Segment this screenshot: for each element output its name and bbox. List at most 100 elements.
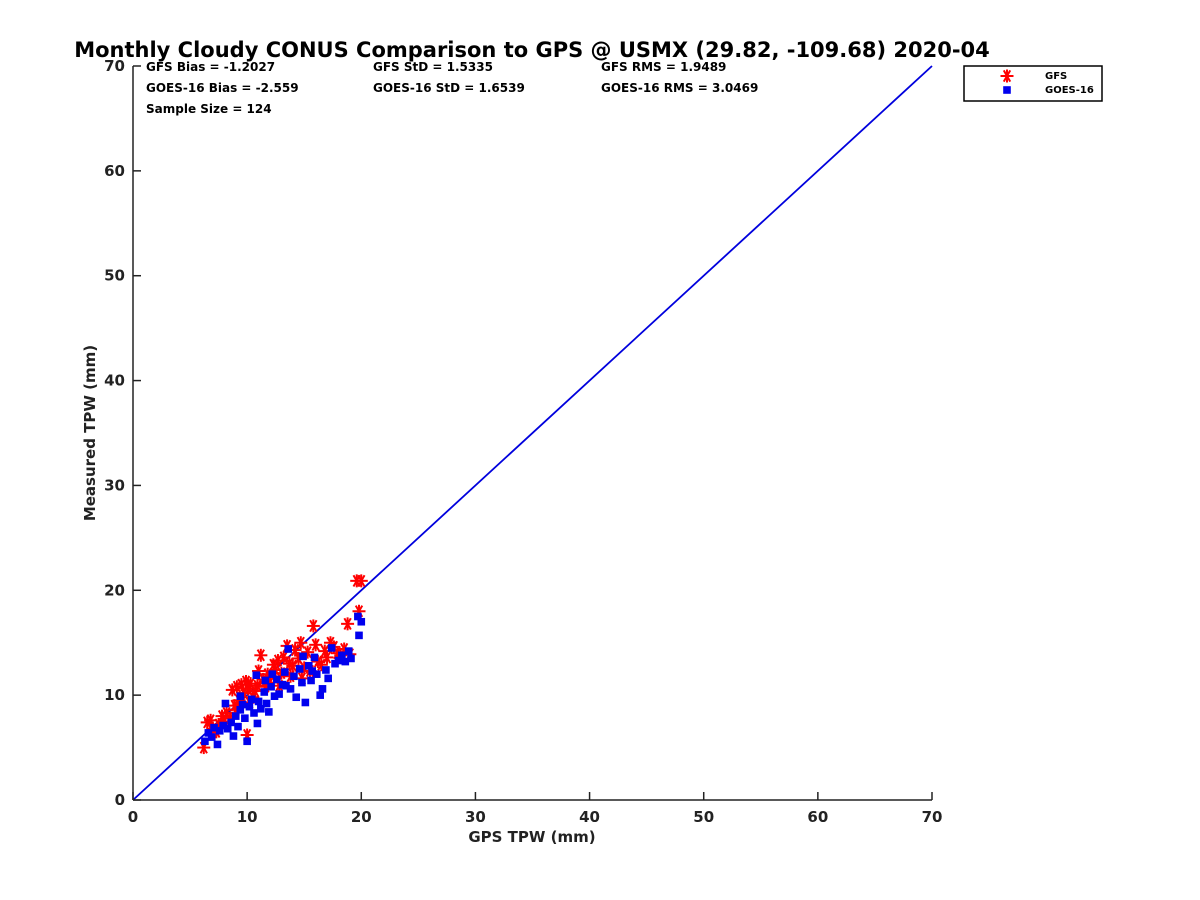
goes-16-point (267, 682, 275, 691)
goes-16-point (231, 712, 240, 720)
one-to-one-line (132, 65, 933, 801)
goes-16-point (201, 737, 209, 746)
goes-16-point (290, 672, 298, 681)
goes-16-point (286, 685, 295, 693)
goes-16-point (213, 740, 222, 749)
goes-16-point (299, 652, 307, 661)
goes-16-point (236, 692, 245, 700)
gfs-point (271, 654, 285, 668)
goes-16-point (254, 697, 263, 706)
y-tick-label: 10 (104, 686, 125, 704)
legend-goes-marker (1003, 86, 1011, 94)
goes-16-point (253, 719, 262, 728)
gfs-point (277, 650, 291, 664)
gfs-point (250, 679, 264, 693)
goes-16-point (221, 699, 230, 708)
gfs-point (254, 648, 268, 662)
goes-16-point (207, 733, 216, 741)
goes-16-point (265, 708, 273, 716)
goes-16-point (282, 681, 290, 690)
goes-16-point (250, 709, 258, 717)
gfs-point (294, 636, 308, 650)
goes-std-stat: GOES-16 StD = 1.6539 (373, 81, 525, 95)
axes: 0 10 20 30 40 50 60 70 0 10 20 30 40 50 60 70 (104, 57, 942, 826)
goes-16-point (318, 685, 327, 693)
goes-16-point (292, 693, 301, 702)
legend-goes-square (1003, 86, 1011, 94)
goes-16-point (357, 617, 366, 626)
goes-16-point (310, 653, 319, 662)
y-tick-label: 0 (115, 791, 125, 809)
plot-area (132, 65, 933, 801)
gfs-point (306, 619, 320, 633)
goes-16-point (257, 704, 265, 713)
goes-16-point (215, 726, 224, 735)
series-goes-16 (201, 612, 366, 749)
x-tick-label: 20 (351, 808, 372, 826)
goes-16-point (354, 612, 362, 621)
x-tick-label: 10 (237, 808, 258, 826)
goes-16-point (204, 729, 213, 737)
goes-16-point (273, 675, 281, 684)
x-axis-label: GPS TPW (mm) (468, 828, 595, 846)
goes-16-point (262, 699, 271, 708)
goes-16-point (347, 654, 355, 663)
goes-16-point (316, 691, 324, 699)
goes-16-point (270, 692, 279, 700)
goes-16-point (301, 698, 310, 707)
goes-16-point (227, 718, 235, 727)
gfs-point (309, 638, 323, 652)
goes-16-point (304, 661, 313, 670)
legend-gfs-asterisk (1000, 69, 1014, 83)
goes-16-point (284, 645, 293, 653)
gfs-point (341, 617, 355, 631)
sample-size-stat: Sample Size = 124 (146, 102, 272, 116)
y-tick-label: 70 (104, 57, 125, 75)
goes-16-point (307, 676, 315, 685)
y-tick-label: 60 (104, 162, 125, 180)
gfs-point (320, 650, 334, 664)
goes-16-point (234, 722, 242, 731)
goes-rms-stat: GOES-16 RMS = 3.0469 (601, 81, 758, 95)
y-axis-label: Measured TPW (mm) (81, 345, 99, 521)
y-tick-label: 50 (104, 267, 125, 285)
x-tick-label: 30 (465, 808, 486, 826)
goes-16-point (219, 721, 227, 730)
x-tick-label: 70 (922, 808, 943, 826)
y-tick-label: 30 (104, 476, 125, 494)
goes-16-point (327, 644, 336, 652)
goes-16-point (341, 657, 350, 666)
goes-16-point (355, 631, 363, 640)
goes-bias-stat: GOES-16 Bias = -2.559 (146, 81, 299, 95)
goes-16-point (243, 737, 251, 746)
gfs-point (354, 574, 368, 588)
y-tick-label: 20 (104, 581, 125, 599)
legend-gfs-marker (1000, 69, 1014, 83)
goes-16-point (322, 666, 330, 674)
legend-goes-label: GOES-16 (1045, 85, 1094, 96)
gfs-point (252, 664, 266, 678)
goes-16-point (245, 702, 254, 711)
goes-16-point (344, 647, 353, 655)
goes-16-point (210, 723, 218, 732)
goes-16-point (338, 651, 346, 660)
goes-16-point (238, 700, 247, 709)
y-tick-label: 40 (104, 372, 125, 390)
goes-16-point (223, 724, 232, 733)
x-tick-label: 0 (128, 808, 138, 826)
goes-16-point (252, 671, 261, 680)
x-tick-label: 60 (807, 808, 828, 826)
goes-16-point (334, 656, 343, 665)
goes-16-point (260, 688, 269, 696)
legend-gfs-label: GFS (1045, 71, 1067, 82)
legend-box (963, 65, 1103, 102)
gfs-std-stat: GFS StD = 1.5335 (373, 60, 493, 74)
goes-16-point (298, 678, 306, 687)
stats-block: GFS Bias = -1.2027 GFS StD = 1.5335 GFS … (146, 60, 758, 116)
goes-16-point (275, 690, 283, 698)
gfs-rms-stat: GFS RMS = 1.9489 (601, 60, 726, 74)
goes-16-point (312, 670, 321, 678)
goes-16-point (236, 706, 245, 714)
goes-16-point (261, 676, 270, 685)
